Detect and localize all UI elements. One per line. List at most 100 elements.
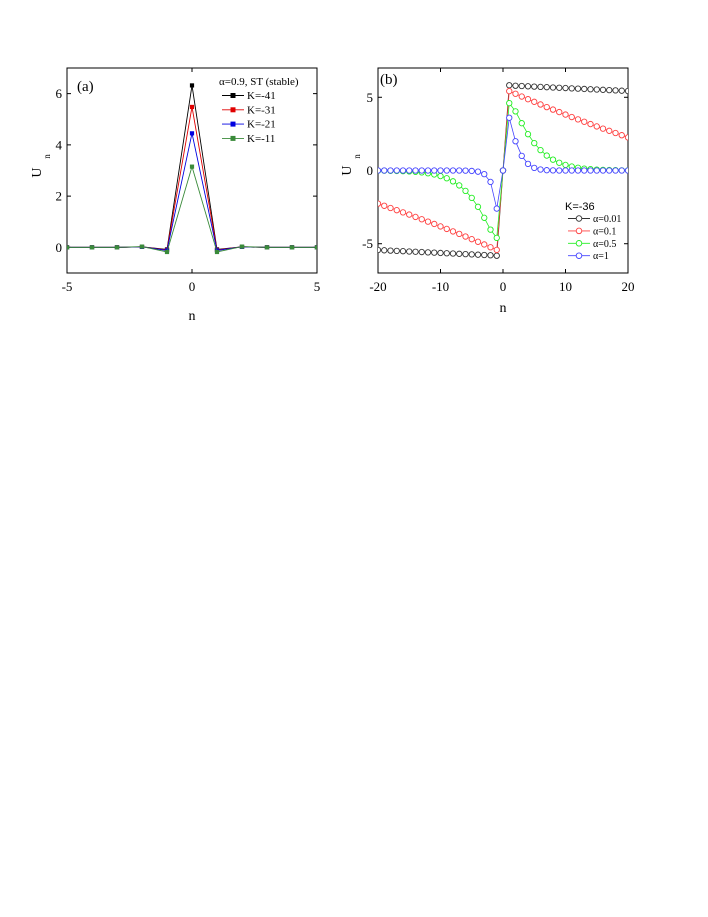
data-point [581, 167, 588, 174]
data-point [568, 85, 575, 92]
data-point [562, 161, 569, 169]
data-point [618, 132, 625, 139]
data-point [462, 187, 469, 195]
data-point [474, 251, 482, 258]
legend-item: α=0.5 [568, 239, 616, 250]
data-point [512, 82, 519, 89]
series-group-a [67, 83, 317, 255]
data-point [399, 248, 407, 255]
y-axis-label-main-b: U [340, 165, 355, 175]
data-point [518, 93, 525, 100]
data-point [474, 168, 482, 175]
data-point [449, 228, 457, 235]
legend-item: K=-41 [222, 90, 276, 102]
data-point [412, 248, 419, 255]
data-point [518, 82, 525, 90]
data-point [487, 252, 494, 259]
data-point [487, 226, 494, 233]
data-point [387, 204, 394, 212]
data-point [431, 220, 438, 228]
data-point [381, 247, 388, 254]
data-point [264, 245, 270, 250]
legend-marker [230, 93, 236, 98]
data-point [406, 167, 413, 174]
data-point [164, 249, 170, 255]
data-point [431, 249, 438, 256]
panel-label-a: (a) [77, 79, 94, 95]
panel-a: -5 0 5 0 2 4 6 (a) n U n α=0.9, ST (stable) K=… [30, 67, 320, 324]
data-point [506, 114, 513, 121]
data-point [543, 103, 550, 111]
y-tick-label: 0 [367, 163, 374, 178]
legend-marker [575, 240, 583, 247]
data-point [456, 250, 463, 257]
data-point [412, 213, 419, 221]
data-point [412, 167, 419, 174]
data-point [289, 245, 295, 250]
data-point [562, 111, 569, 118]
legend-label: K=-21 [247, 119, 276, 131]
legend-label: α=0.1 [593, 226, 616, 237]
data-point [189, 164, 195, 169]
data-point [556, 108, 563, 116]
legend-label: α=0.01 [593, 214, 621, 225]
legend-marker [230, 121, 236, 127]
data-point [378, 200, 382, 207]
data-point [568, 113, 575, 121]
data-point [437, 249, 444, 257]
y-axis-label-sub-b: n [352, 154, 362, 159]
data-point [618, 167, 625, 174]
data-point [418, 248, 425, 256]
data-point [424, 218, 432, 225]
legend-title-a: α=0.9, ST (stable) [219, 76, 299, 88]
data-point [543, 167, 550, 174]
data-point [587, 167, 594, 174]
data-point [449, 250, 457, 257]
data-point [587, 120, 594, 128]
data-point [468, 167, 475, 175]
data-point [556, 159, 563, 166]
data-point [418, 216, 425, 223]
legend-title-b: K=-36 [565, 201, 595, 213]
data-point [381, 202, 388, 209]
data-point [443, 167, 450, 174]
data-point [393, 167, 400, 174]
data-point [468, 194, 475, 202]
data-point [214, 249, 220, 255]
data-point [399, 167, 407, 174]
data-point [506, 99, 513, 107]
data-point [468, 236, 475, 243]
y-tick-label: 5 [367, 90, 374, 105]
legend-item: K=-31 [222, 104, 276, 116]
legend-item: K=-21 [222, 119, 276, 131]
data-point [378, 167, 382, 174]
panel-label-b: (b) [380, 72, 398, 88]
data-point [89, 245, 95, 250]
data-point [593, 123, 600, 130]
data-point [537, 101, 544, 108]
data-point [531, 98, 538, 105]
legend-label: α=0.5 [593, 239, 616, 250]
data-point [599, 167, 607, 174]
data-point [189, 104, 195, 110]
data-point [568, 167, 575, 174]
x-axis-label-a: n [189, 309, 196, 324]
data-point [531, 164, 538, 172]
data-point [474, 203, 482, 210]
panel-b: -20 -10 0 10 20-505 (b) n U n K=-36 α=0.01α=… [340, 67, 635, 316]
series-K=-31 [67, 104, 317, 253]
data-point [612, 129, 619, 137]
x-tick-label: -5 [62, 279, 73, 294]
series-line [67, 106, 317, 251]
data-point [562, 167, 569, 174]
data-point [378, 246, 382, 254]
data-point [443, 250, 450, 257]
data-point [456, 230, 463, 238]
data-point [524, 96, 532, 103]
y-axis-label-b: U n [340, 154, 362, 176]
data-point [449, 178, 457, 185]
data-point [462, 250, 469, 258]
data-point [381, 167, 388, 174]
data-point [474, 238, 482, 245]
